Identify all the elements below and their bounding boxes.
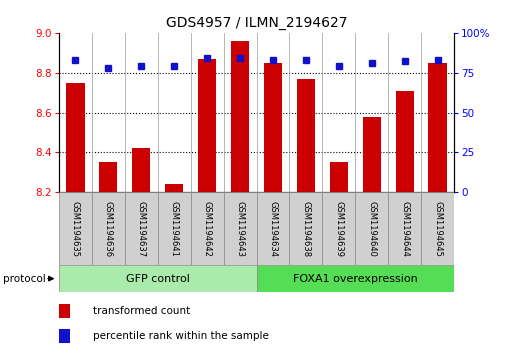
Text: protocol: protocol: [3, 274, 45, 284]
Title: GDS4957 / ILMN_2194627: GDS4957 / ILMN_2194627: [166, 16, 347, 30]
Bar: [355, 192, 388, 265]
Text: GSM1194639: GSM1194639: [334, 201, 343, 257]
Text: FOXA1 overexpression: FOXA1 overexpression: [293, 274, 418, 284]
Bar: [59, 329, 70, 343]
Text: GSM1194643: GSM1194643: [235, 201, 245, 257]
Bar: [388, 192, 421, 265]
Bar: [59, 192, 92, 265]
Bar: [330, 162, 348, 192]
Bar: [59, 265, 256, 292]
Bar: [125, 192, 158, 265]
Bar: [92, 192, 125, 265]
Text: GSM1194637: GSM1194637: [137, 201, 146, 257]
Bar: [297, 78, 315, 192]
Text: GSM1194640: GSM1194640: [367, 201, 376, 257]
Text: GSM1194644: GSM1194644: [400, 201, 409, 257]
Bar: [363, 117, 381, 192]
Bar: [322, 192, 355, 265]
Text: GSM1194634: GSM1194634: [268, 201, 278, 257]
Bar: [428, 62, 447, 192]
Bar: [132, 148, 150, 192]
Bar: [231, 41, 249, 192]
Bar: [59, 304, 70, 318]
Bar: [198, 58, 216, 192]
Text: GSM1194642: GSM1194642: [203, 201, 212, 257]
Text: percentile rank within the sample: percentile rank within the sample: [92, 331, 268, 341]
Bar: [421, 192, 454, 265]
Bar: [100, 162, 117, 192]
Bar: [66, 82, 85, 192]
Bar: [264, 62, 282, 192]
Bar: [224, 192, 256, 265]
Text: GSM1194645: GSM1194645: [433, 201, 442, 257]
Bar: [165, 184, 183, 192]
Bar: [191, 192, 224, 265]
Text: GSM1194641: GSM1194641: [170, 201, 179, 257]
Bar: [289, 192, 322, 265]
Text: transformed count: transformed count: [92, 306, 190, 316]
Bar: [256, 192, 289, 265]
Text: GFP control: GFP control: [126, 274, 190, 284]
Text: GSM1194638: GSM1194638: [301, 201, 310, 257]
Bar: [256, 265, 454, 292]
Bar: [158, 192, 191, 265]
Text: GSM1194636: GSM1194636: [104, 201, 113, 257]
Text: GSM1194635: GSM1194635: [71, 201, 80, 257]
Bar: [396, 90, 413, 192]
